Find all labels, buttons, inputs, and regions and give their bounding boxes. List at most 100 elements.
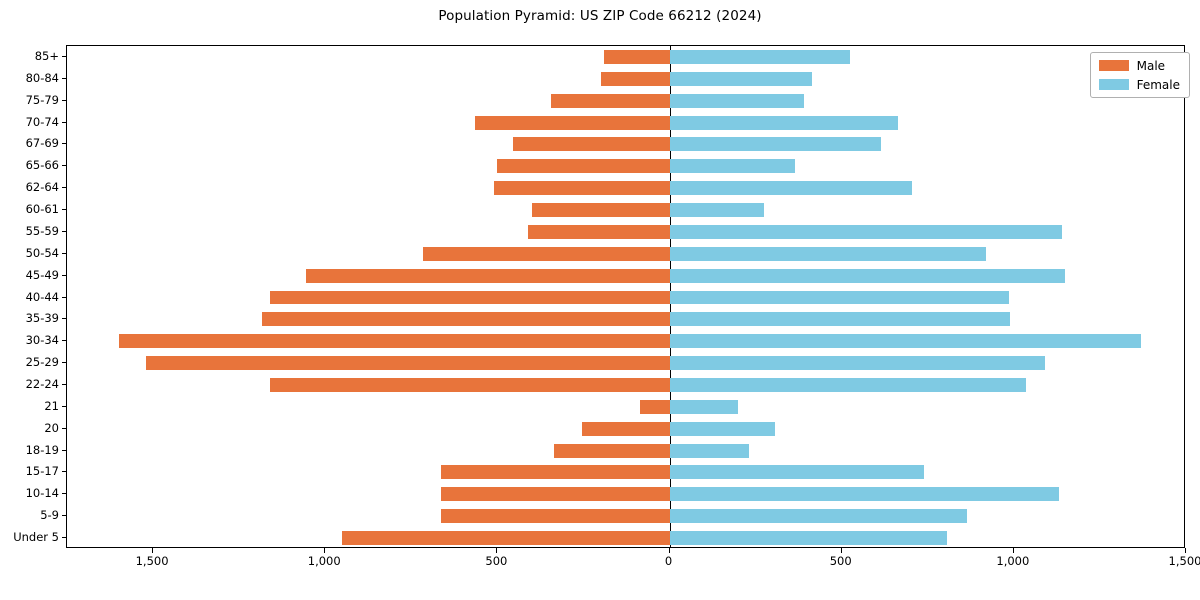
- bar-row: [67, 290, 1184, 305]
- y-axis-tick-label: 70-74: [25, 114, 59, 129]
- bar-female[interactable]: [669, 465, 925, 480]
- y-axis-tick-label: 20: [44, 420, 59, 435]
- y-axis-tick-label: 65-66: [25, 158, 59, 173]
- x-axis-tick-mark: [668, 548, 670, 553]
- x-axis-tick-label: 500: [829, 554, 852, 568]
- bar-male[interactable]: [531, 203, 670, 217]
- bar-row: [67, 377, 1184, 392]
- x-axis-tick-label: 0: [664, 554, 673, 568]
- y-axis-tick-mark: [61, 449, 66, 451]
- bar-male[interactable]: [270, 377, 670, 392]
- bar-female[interactable]: [669, 334, 1142, 349]
- bar-male[interactable]: [342, 531, 670, 546]
- y-axis-tick-mark: [61, 55, 66, 57]
- bar-female[interactable]: [669, 159, 796, 174]
- bar-female[interactable]: [669, 399, 739, 414]
- y-axis-tick-mark: [61, 493, 66, 495]
- bar-male[interactable]: [512, 137, 670, 152]
- y-axis-tick-mark: [61, 252, 66, 254]
- y-axis-tick-label: 62-64: [25, 180, 59, 195]
- y-axis-tick-label: 10-14: [25, 486, 59, 501]
- y-axis-tick-mark: [61, 209, 66, 211]
- bar-female[interactable]: [669, 49, 851, 64]
- bar-male[interactable]: [493, 181, 670, 196]
- bar-male[interactable]: [550, 93, 670, 108]
- y-axis-tick-label: 40-44: [25, 289, 59, 304]
- bar-male[interactable]: [118, 334, 670, 349]
- x-axis-tick-mark: [324, 548, 326, 553]
- y-axis-tick-label: Under 5: [13, 530, 59, 545]
- plot-area: [66, 45, 1185, 548]
- bar-female[interactable]: [669, 377, 1026, 392]
- y-axis-tick-mark: [61, 340, 66, 342]
- bar-male[interactable]: [423, 246, 670, 261]
- y-axis-tick-mark: [61, 77, 66, 79]
- bar-male[interactable]: [497, 159, 670, 174]
- y-axis-tick-mark: [61, 405, 66, 407]
- legend: Male Female: [1089, 52, 1190, 98]
- y-axis-tick-label: 85+: [34, 48, 59, 63]
- bar-female[interactable]: [669, 356, 1045, 371]
- legend-swatch-female: [1098, 79, 1129, 90]
- bar-male[interactable]: [306, 268, 670, 283]
- bar-row: [67, 203, 1184, 217]
- bar-male[interactable]: [475, 115, 670, 130]
- y-axis-tick-mark: [61, 121, 66, 123]
- x-axis-tick-mark: [496, 548, 498, 553]
- legend-swatch-male: [1098, 60, 1129, 71]
- y-axis-tick-label: 35-39: [25, 311, 59, 326]
- bar-male[interactable]: [261, 312, 670, 327]
- legend-entry-female[interactable]: Female: [1098, 78, 1180, 91]
- bar-male[interactable]: [554, 443, 670, 458]
- y-axis-tick-label: 45-49: [25, 267, 59, 282]
- bar-row: [67, 246, 1184, 261]
- bar-male[interactable]: [440, 465, 670, 480]
- y-axis-tick-label: 50-54: [25, 245, 59, 260]
- bar-male[interactable]: [640, 399, 670, 414]
- bar-row: [67, 421, 1184, 436]
- bar-female[interactable]: [669, 71, 813, 86]
- bar-male[interactable]: [440, 487, 670, 502]
- bar-row: [67, 312, 1184, 327]
- y-axis-tick-label: 80-84: [25, 70, 59, 85]
- x-axis-tick-mark: [152, 548, 154, 553]
- bar-female[interactable]: [669, 137, 882, 152]
- bar-row: [67, 531, 1184, 546]
- bar-male[interactable]: [528, 224, 670, 239]
- bar-female[interactable]: [669, 246, 987, 261]
- legend-entry-male[interactable]: Male: [1098, 59, 1180, 72]
- bar-female[interactable]: [669, 487, 1059, 502]
- bar-female[interactable]: [669, 509, 968, 524]
- y-axis-tick-label: 15-17: [25, 464, 59, 479]
- x-axis-tick-label: 1,000: [996, 554, 1030, 568]
- bar-male[interactable]: [270, 290, 670, 305]
- x-axis-tick-label: 500: [485, 554, 508, 568]
- bar-male[interactable]: [146, 356, 670, 371]
- bar-male[interactable]: [604, 49, 670, 64]
- y-axis-tick-label: 55-59: [25, 223, 59, 238]
- bar-row: [67, 71, 1184, 86]
- bar-female[interactable]: [669, 93, 804, 108]
- bar-female[interactable]: [669, 531, 947, 546]
- y-axis-tick-mark: [61, 187, 66, 189]
- y-axis-tick-mark: [61, 296, 66, 298]
- x-axis-tick-label: 1,000: [307, 554, 341, 568]
- bar-female[interactable]: [669, 421, 775, 436]
- y-axis-tick-mark: [61, 362, 66, 364]
- y-axis-tick-mark: [61, 143, 66, 145]
- bar-female[interactable]: [669, 443, 749, 458]
- bar-male[interactable]: [600, 71, 670, 86]
- bar-male[interactable]: [440, 509, 670, 524]
- bar-female[interactable]: [669, 268, 1066, 283]
- bar-row: [67, 487, 1184, 502]
- bar-female[interactable]: [669, 203, 765, 217]
- bar-female[interactable]: [669, 312, 1011, 327]
- bar-female[interactable]: [669, 115, 899, 130]
- x-axis-tick-mark: [840, 548, 842, 553]
- bar-male[interactable]: [581, 421, 670, 436]
- bar-row: [67, 93, 1184, 108]
- bar-female[interactable]: [669, 181, 913, 196]
- bar-female[interactable]: [669, 224, 1063, 239]
- y-axis-tick-mark: [61, 537, 66, 539]
- bar-female[interactable]: [669, 290, 1009, 305]
